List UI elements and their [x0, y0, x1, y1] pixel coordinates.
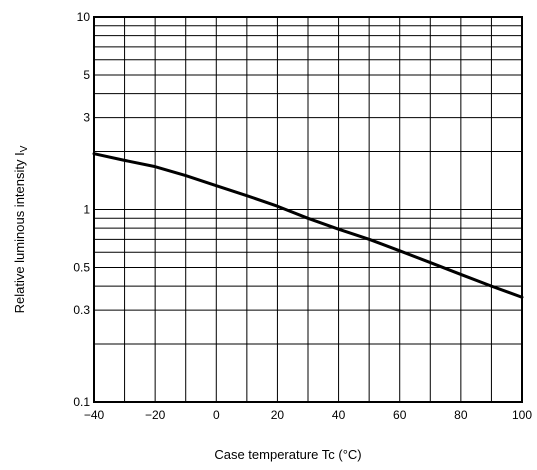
y-tick-label: 5 — [83, 68, 90, 82]
x-axis-title: Case temperature Tc (°C) — [214, 447, 361, 462]
series-group — [92, 152, 524, 299]
x-tick-label: 0 — [213, 408, 220, 422]
y-tick-labels: 0.1 0.3 0.5 1 3 5 10 — [73, 10, 90, 409]
x-tick-label: −20 — [145, 408, 166, 422]
y-tick-label: 0.3 — [73, 303, 90, 317]
x-tick-label: 40 — [332, 408, 346, 422]
x-tick-label: −40 — [84, 408, 105, 422]
x-tick-label: 100 — [512, 408, 532, 422]
x-tick-label: 80 — [454, 408, 468, 422]
x-tick-labels: −40 −20 0 20 40 60 80 100 — [84, 408, 533, 422]
y-tick-label: 3 — [83, 111, 90, 125]
y-tick-label: 0.5 — [73, 260, 90, 274]
y-tick-label: 1 — [83, 203, 90, 217]
y-tick-label: 0.1 — [73, 395, 90, 409]
plot-frame — [93, 16, 523, 403]
series-line — [92, 152, 524, 299]
y-axis-title: Relative luminous intensity IV — [12, 145, 30, 313]
grid — [94, 17, 522, 402]
y-axis-title-text: Relative luminous intensity I — [12, 152, 27, 313]
y-tick-label: 10 — [77, 10, 91, 24]
x-tick-label: 20 — [271, 408, 285, 422]
x-tick-label: 60 — [393, 408, 407, 422]
y-axis-title-subscript: V — [19, 145, 30, 152]
